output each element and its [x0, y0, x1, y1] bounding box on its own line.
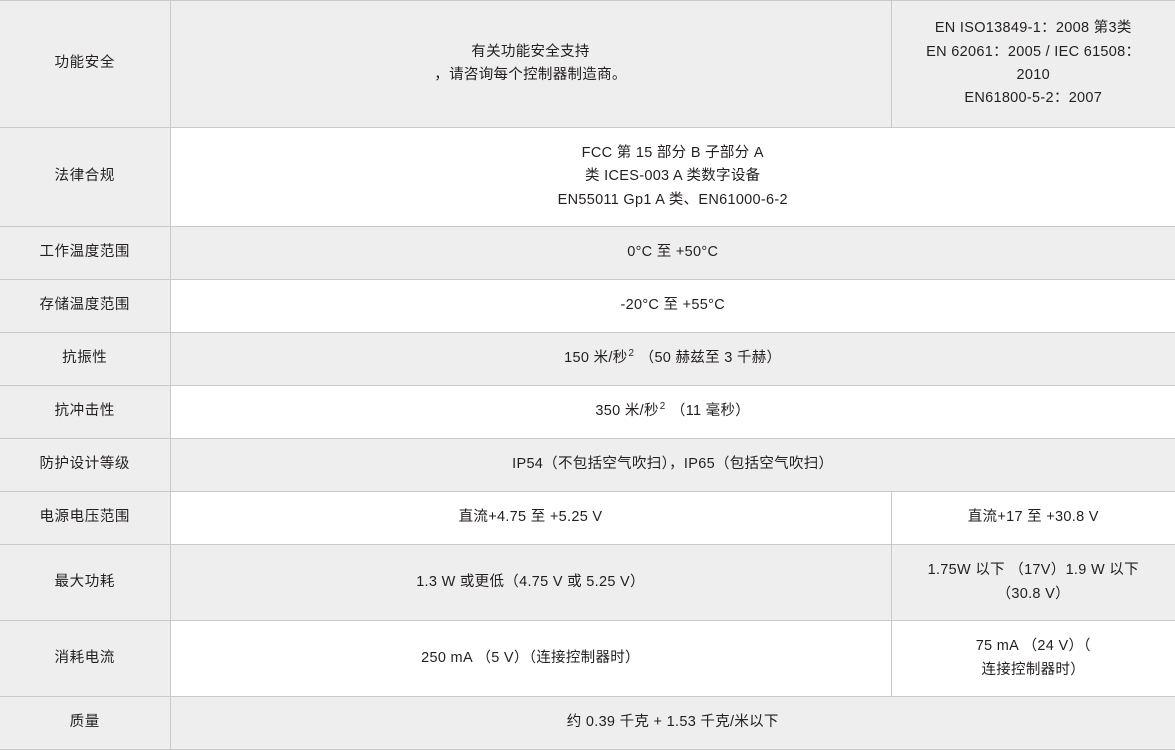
table-row: 法律合规 FCC 第 15 部分 B 子部分 A 类 ICES-003 A 类数…: [0, 127, 1175, 227]
table-row: 抗冲击性 350 米/秒2 （11 毫秒）: [0, 385, 1175, 439]
row-value-shock-resistance: 350 米/秒2 （11 毫秒）: [170, 385, 1175, 439]
table-row: 质量 约 0.39 千克 + 1.53 千克/米以下: [0, 696, 1175, 750]
row-label-legal-compliance: 法律合规: [0, 127, 171, 227]
value-line: （30.8 V）: [996, 585, 1070, 602]
table-row: 功能安全 有关功能安全支持 ，请咨询每个控制器制造商。 EN ISO13849-…: [0, 0, 1175, 128]
row-value-supply-voltage-right: 直流+17 至 +30.8 V: [891, 491, 1175, 545]
row-label-operating-temperature: 工作温度范围: [0, 226, 171, 280]
value-line: EN61800-5-2：2007: [964, 90, 1103, 107]
row-value-protection-rating: IP54（不包括空气吹扫），IP65（包括空气吹扫）: [170, 438, 1175, 492]
value-line: ，请咨询每个控制器制造商。: [434, 67, 627, 83]
row-value-storage-temperature: -20°C 至 +55°C: [170, 279, 1175, 333]
value-line: 1.75W 以下 （17V）1.9 W 以下: [927, 562, 1139, 579]
row-value-mass: 约 0.39 千克 + 1.53 千克/米以下: [170, 696, 1175, 750]
table-row: 消耗电流 250 mA （5 V）（连接控制器时） 75 mA （24 V）（ …: [0, 620, 1175, 697]
row-label-supply-voltage-range: 电源电压范围: [0, 491, 171, 545]
row-value-current-mid: 250 mA （5 V）（连接控制器时）: [170, 620, 892, 697]
row-label-functional-safety: 功能安全: [0, 0, 171, 128]
row-value-max-power-right: 1.75W 以下 （17V）1.9 W 以下 （30.8 V）: [891, 544, 1175, 621]
row-value-operating-temperature: 0°C 至 +50°C: [170, 226, 1175, 280]
table-row: 最大功耗 1.3 W 或更低（4.75 V 或 5.25 V） 1.75W 以下…: [0, 544, 1175, 621]
table-row: 抗振性 150 米/秒2 （50 赫兹至 3 千赫）: [0, 332, 1175, 386]
row-value-functional-safety-mid: 有关功能安全支持 ，请咨询每个控制器制造商。: [170, 0, 892, 128]
superscript-two: 2: [659, 401, 666, 413]
row-label-shock-resistance: 抗冲击性: [0, 385, 171, 439]
superscript-two: 2: [628, 348, 635, 360]
value-line: FCC 第 15 部分 B 子部分 A: [581, 144, 764, 161]
value-line: 2010: [1016, 67, 1050, 83]
value-line: 连接控制器时）: [981, 661, 1086, 678]
row-label-mass: 质量: [0, 696, 171, 750]
row-label-storage-temperature: 存储温度范围: [0, 279, 171, 333]
row-value-current-right: 75 mA （24 V）（ 连接控制器时）: [891, 620, 1175, 697]
row-value-legal-compliance: FCC 第 15 部分 B 子部分 A 类 ICES-003 A 类数字设备 E…: [170, 127, 1175, 227]
table-row: 存储温度范围 -20°C 至 +55°C: [0, 279, 1175, 333]
value-line: 有关功能安全支持: [471, 43, 590, 60]
table-row: 防护设计等级 IP54（不包括空气吹扫），IP65（包括空气吹扫）: [0, 438, 1175, 492]
value-line: 类 ICES-003 A 类数字设备: [585, 168, 761, 185]
row-value-supply-voltage-mid: 直流+4.75 至 +5.25 V: [170, 491, 892, 545]
row-label-vibration-resistance: 抗振性: [0, 332, 171, 386]
row-label-current-consumption: 消耗电流: [0, 620, 171, 697]
table-row: 电源电压范围 直流+4.75 至 +5.25 V 直流+17 至 +30.8 V: [0, 491, 1175, 545]
row-value-vibration-resistance: 150 米/秒2 （50 赫兹至 3 千赫）: [170, 332, 1175, 386]
value-line: EN55011 Gp1 A 类、EN61000-6-2: [557, 191, 788, 208]
row-label-protection-rating: 防护设计等级: [0, 438, 171, 492]
value-line: EN ISO13849-1：2008 第3类: [934, 20, 1132, 37]
value-line: 75 mA （24 V）（: [975, 638, 1091, 655]
row-label-max-power-consumption: 最大功耗: [0, 544, 171, 621]
table-row: 工作温度范围 0°C 至 +50°C: [0, 226, 1175, 280]
value-line: EN 62061：2005 / IEC 61508：: [926, 43, 1141, 60]
row-value-max-power-mid: 1.3 W 或更低（4.75 V 或 5.25 V）: [170, 544, 892, 621]
row-value-functional-safety-right: EN ISO13849-1：2008 第3类 EN 62061：2005 / I…: [891, 0, 1175, 128]
